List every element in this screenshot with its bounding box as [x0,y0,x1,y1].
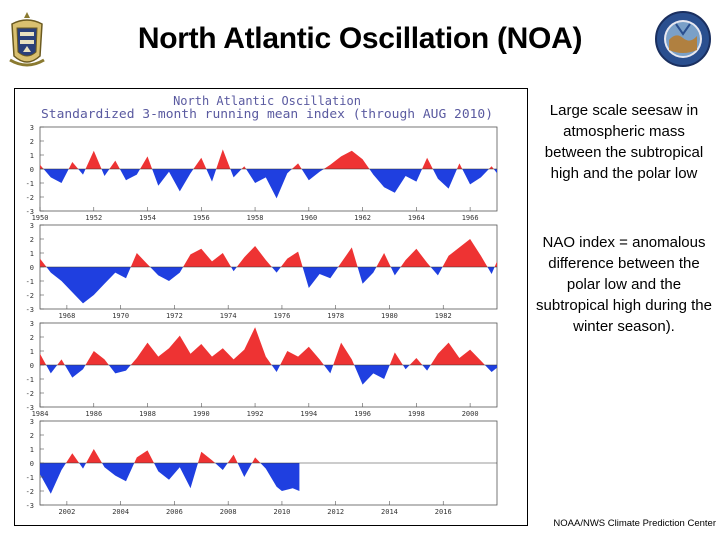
x-tick-label: 2006 [166,508,183,516]
y-tick-label: 2 [30,334,34,342]
nao-figure: North Atlantic Oscillation Standardized … [14,88,528,526]
x-tick-label: 2010 [274,508,291,516]
y-tick-label: 3 [30,222,34,230]
y-tick-label: 0 [30,166,34,174]
nao-panel-4: 3 2 1 0 -1 -2 -3 2002 2004 2006 2008 2010 2012 2014 20… [26,418,498,516]
x-tick-label: 1972 [166,312,183,320]
series-area-negative [40,169,497,199]
y-tick-label: -2 [26,488,34,496]
x-tick-label: 1958 [247,214,264,222]
y-tick-label: -1 [26,278,34,286]
x-tick-label: 1996 [354,410,371,418]
x-tick-label: 2012 [327,508,344,516]
y-tick-label: -3 [26,404,34,412]
y-tick-label: 0 [30,264,34,272]
x-tick-label: 1992 [247,410,264,418]
x-tick-label: 1982 [435,312,452,320]
y-tick-label: -1 [26,376,34,384]
y-tick-label: -1 [26,474,34,482]
series-area-negative [40,365,497,385]
x-tick-label: 1964 [408,214,425,222]
chart-title: North Atlantic Oscillation [173,94,361,108]
y-tick-label: 0 [30,460,34,468]
x-tick-label: 2000 [462,410,479,418]
x-tick-label: 1980 [381,312,398,320]
nao-chart: North Atlantic Oscillation Standardized … [26,94,498,516]
x-tick-label: 2008 [220,508,237,516]
x-tick-label: 1988 [139,410,156,418]
x-tick-label: 1984 [32,410,49,418]
x-tick-label: 1978 [327,312,344,320]
description-nao-index: NAO index = anomalous difference between… [536,234,712,335]
y-tick-label: -3 [26,502,34,510]
x-tick-label: 1962 [354,214,371,222]
y-tick-label: -2 [26,194,34,202]
y-tick-label: 1 [30,250,34,258]
source-credit: NOAA/NWS Climate Prediction Center [553,518,716,529]
y-tick-label: 3 [30,124,34,132]
series-area-negative [40,463,300,494]
x-tick-label: 1976 [274,312,291,320]
x-tick-label: 1970 [112,312,129,320]
y-tick-label: -3 [26,208,34,216]
x-tick-label: 1956 [193,214,210,222]
x-tick-label: 1960 [300,214,317,222]
x-tick-label: 1952 [85,214,102,222]
x-tick-label: 1986 [85,410,102,418]
x-tick-label: 2002 [58,508,75,516]
slide-title: North Atlantic Oscillation (NOA) [137,22,583,55]
chart-subtitle: Standardized 3-month running mean index … [41,107,493,121]
series-area-positive [40,327,497,365]
y-tick-label: 3 [30,418,34,426]
y-tick-label: -3 [26,306,34,314]
y-tick-label: -1 [26,180,34,188]
x-tick-label: 2014 [381,508,398,516]
y-tick-label: 2 [30,138,34,146]
x-tick-label: 1994 [300,410,317,418]
y-tick-label: 2 [30,432,34,440]
x-tick-label: 1954 [139,214,156,222]
y-tick-label: -2 [26,292,34,300]
y-tick-label: 0 [30,362,34,370]
y-tick-label: -2 [26,390,34,398]
x-tick-label: 1990 [193,410,210,418]
y-tick-label: 3 [30,320,34,328]
x-tick-label: 1998 [408,410,425,418]
y-tick-label: 1 [30,446,34,454]
x-tick-label: 1950 [32,214,49,222]
naval-academy-seal-icon [9,12,45,67]
noaa-seal-icon [655,11,711,67]
y-tick-label: 1 [30,152,34,160]
series-area-positive [40,449,300,463]
series-area-negative [40,267,497,304]
x-tick-label: 1974 [220,312,237,320]
x-tick-label: 1968 [58,312,75,320]
y-tick-label: 2 [30,236,34,244]
x-tick-label: 2016 [435,508,452,516]
x-tick-label: 2004 [112,508,129,516]
nao-panel-2: 3 2 1 0 -1 -2 -3 1968 1970 1972 1974 1976 1978 1980 19… [26,222,498,320]
series-area-positive [40,239,497,267]
description-seesaw: Large scale seesaw in atmospheric mass b… [544,102,704,182]
y-tick-label: 1 [30,348,34,356]
x-tick-label: 1966 [462,214,479,222]
